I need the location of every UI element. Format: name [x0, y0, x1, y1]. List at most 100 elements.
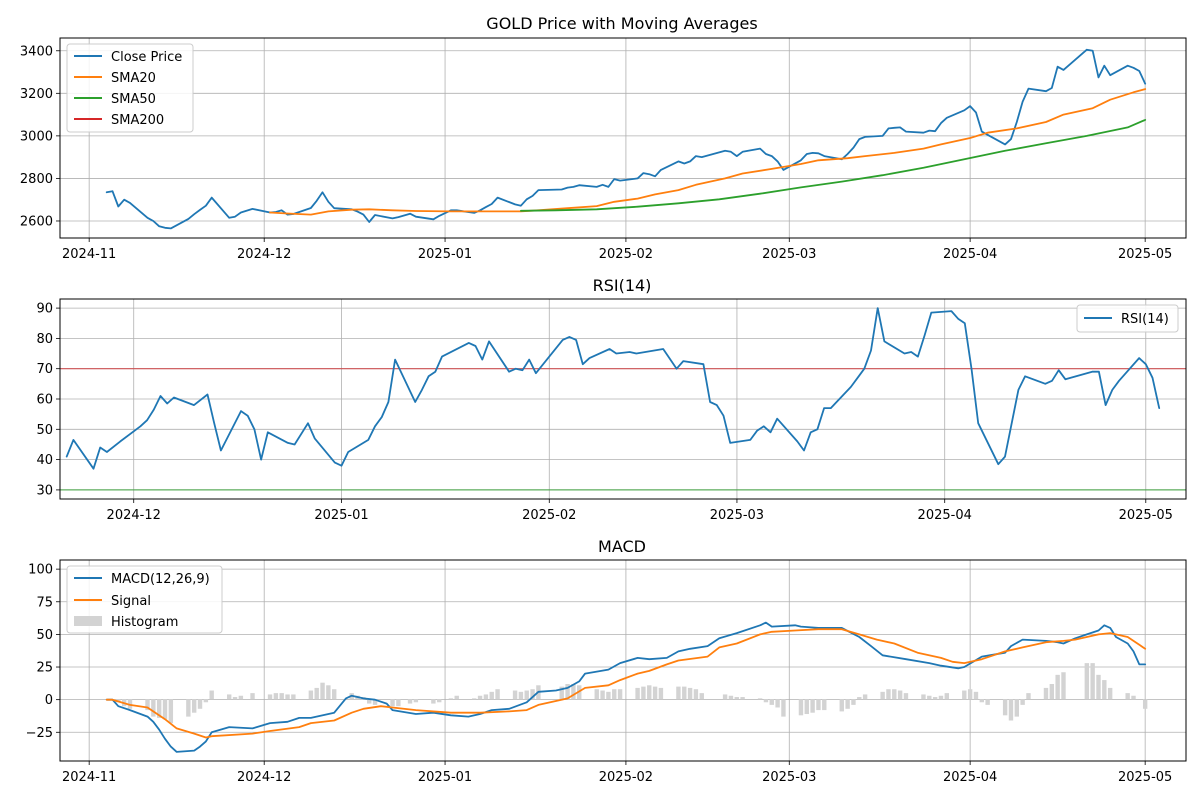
- x-tick-label: 2025-05: [1119, 508, 1173, 523]
- histogram-bar: [687, 687, 693, 700]
- y-tick-label: 25: [36, 661, 53, 676]
- x-tick-label: 2025-01: [418, 247, 472, 262]
- histogram-bar: [285, 694, 290, 700]
- histogram-bar: [763, 699, 769, 703]
- histogram-bar: [156, 699, 162, 718]
- histogram-bar: [1055, 674, 1060, 700]
- histogram-bar: [267, 694, 273, 700]
- y-tick-label: 30: [36, 483, 53, 498]
- legend-sma50-label: SMA50: [111, 92, 156, 107]
- histogram-bar: [781, 699, 786, 717]
- histogram-bar: [489, 691, 494, 700]
- histogram-bar: [1142, 699, 1148, 709]
- x-tick-label: 2025-03: [762, 770, 816, 785]
- x-tick-label: 2025-01: [418, 770, 472, 785]
- histogram-bar: [944, 693, 949, 700]
- rsi-chart-title: RSI(14): [593, 276, 652, 295]
- histogram-bar: [932, 697, 938, 700]
- histogram-bar: [145, 699, 150, 711]
- rsi-14-line: [65, 307, 1161, 470]
- histogram-bar: [203, 699, 209, 703]
- histogram-bar: [892, 689, 897, 700]
- y-tick-label: 70: [36, 362, 53, 377]
- histogram-bar: [326, 685, 331, 700]
- macd-legend: MACD(12,26,9) Signal Histogram: [66, 565, 223, 634]
- x-tick-label: 2024-12: [237, 247, 291, 262]
- histogram-bar: [600, 690, 605, 700]
- histogram-bar: [798, 699, 804, 716]
- histogram-bar: [168, 699, 174, 724]
- x-tick-label: 2024-11: [62, 770, 116, 785]
- histogram-bar: [967, 689, 973, 700]
- histogram-bar: [985, 699, 990, 705]
- x-tick-label: 2025-03: [710, 508, 764, 523]
- histogram-bar: [571, 683, 576, 700]
- price-chart-title: GOLD Price with Moving Averages: [486, 14, 757, 33]
- histogram-bar: [431, 699, 436, 704]
- legend-histogram-label: Histogram: [111, 615, 178, 630]
- histogram-bar: [903, 693, 909, 700]
- histogram-bar: [722, 694, 728, 700]
- x-tick-label: 2025-03: [762, 247, 816, 262]
- x-tick-label: 2025-05: [1118, 770, 1172, 785]
- histogram-bar: [372, 699, 378, 705]
- histogram-bar: [273, 693, 279, 700]
- histogram-bar: [693, 689, 699, 700]
- histogram-bar: [226, 694, 232, 700]
- y-tick-label: 50: [36, 423, 53, 438]
- price-legend: Close Price SMA20 SMA50 SMA200: [66, 43, 194, 133]
- x-tick-label: 2024-12: [237, 770, 291, 785]
- histogram-bar: [734, 697, 739, 700]
- x-tick-label: 2025-04: [943, 770, 997, 785]
- histogram-bar: [151, 699, 156, 717]
- y-tick-label: 80: [36, 332, 53, 347]
- histogram-bar: [769, 699, 774, 705]
- histogram-bar: [728, 695, 734, 700]
- histogram-bar: [1090, 663, 1095, 700]
- histogram-bar: [1002, 699, 1008, 716]
- histogram-bar: [314, 687, 319, 700]
- histogram-bar: [320, 682, 325, 700]
- legend-signal-label: Signal: [111, 594, 151, 609]
- legend-sma200-label: SMA200: [111, 113, 164, 128]
- histogram-bar: [1131, 695, 1136, 700]
- histogram-bar: [1107, 687, 1113, 700]
- histogram-bar: [332, 689, 337, 700]
- histogram-bar: [635, 687, 640, 700]
- histogram-bar: [407, 699, 413, 704]
- histogram-bar: [565, 683, 570, 700]
- histogram-bar: [1014, 699, 1020, 717]
- histogram-bar: [390, 699, 395, 707]
- y-tick-label: 2600: [20, 214, 53, 229]
- histogram-bar: [647, 685, 652, 700]
- histogram-bar: [530, 689, 535, 700]
- histogram-bar: [250, 693, 255, 700]
- histogram-bar: [437, 699, 442, 703]
- histogram-bar: [1096, 674, 1101, 700]
- x-tick-label: 2024-11: [62, 247, 116, 262]
- histogram-bar: [757, 698, 763, 700]
- histogram-bar: [897, 690, 903, 700]
- x-tick-label: 2024-12: [107, 508, 161, 523]
- histogram-bar: [191, 699, 197, 713]
- histogram-bar: [740, 697, 745, 700]
- histogram-bar: [477, 695, 483, 700]
- histogram-bar: [162, 699, 168, 720]
- legend-rsi-label: RSI(14): [1121, 312, 1169, 327]
- histogram-bar: [1026, 693, 1031, 700]
- price-panel: GOLD Price with Moving Averages 2024-11 2…: [20, 14, 1187, 262]
- macd-plot-area: 2024-11 2024-12 2025-01 2025-02 2025-03 2025-…: [26, 560, 1186, 785]
- histogram-bar: [775, 699, 780, 708]
- x-tick-label: 2025-04: [918, 508, 972, 523]
- histogram-bar: [483, 694, 489, 700]
- price-plot-area: 2024-11 2024-12 2025-01 2025-02 2025-03 2025-…: [20, 38, 1186, 262]
- histogram-bar: [810, 699, 815, 713]
- histogram-bar: [641, 686, 646, 700]
- histogram-bar: [886, 689, 891, 700]
- histogram-bar: [652, 686, 658, 700]
- rsi-plot-area: 2024-12 2025-01 2025-02 2025-03 2025-04 2025-…: [36, 299, 1186, 523]
- sma20-line: [269, 88, 1147, 216]
- legend-sma20-label: SMA20: [111, 71, 156, 86]
- histogram-bar: [1102, 680, 1107, 700]
